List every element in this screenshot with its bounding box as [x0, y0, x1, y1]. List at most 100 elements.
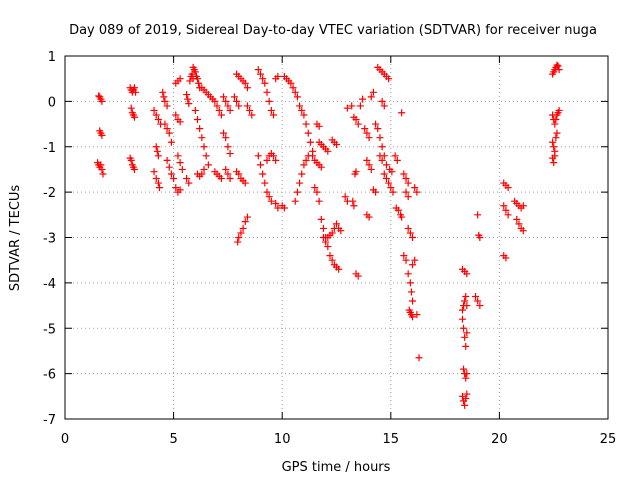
data-point	[458, 315, 466, 323]
data-point	[398, 109, 406, 117]
data-point	[202, 152, 210, 160]
data-point	[237, 229, 245, 237]
data-point	[256, 70, 264, 78]
data-point	[261, 179, 269, 187]
data-point	[382, 175, 390, 183]
data-point	[215, 106, 223, 114]
data-point	[306, 138, 314, 146]
y-tick-label: 1	[48, 50, 56, 65]
data-point	[291, 197, 299, 205]
data-point	[400, 170, 408, 178]
data-point	[551, 152, 559, 160]
data-point	[393, 156, 401, 164]
data-point	[230, 93, 238, 101]
data-point	[380, 170, 388, 178]
data-point	[226, 175, 234, 183]
data-point	[256, 161, 264, 169]
data-point	[460, 324, 468, 332]
data-point	[513, 215, 521, 223]
data-point	[183, 175, 191, 183]
data-point	[267, 106, 275, 114]
data-point	[193, 116, 201, 124]
data-point	[550, 143, 558, 151]
data-point	[193, 75, 201, 83]
data-point	[389, 188, 397, 196]
x-tick-label: 15	[383, 432, 400, 447]
data-point	[270, 152, 278, 160]
axis-ticks	[64, 55, 609, 420]
data-point	[265, 193, 273, 201]
data-point	[394, 206, 402, 214]
data-point	[398, 213, 406, 221]
data-point	[259, 170, 267, 178]
data-point	[374, 125, 382, 133]
y-tick-label: -4	[43, 277, 56, 292]
data-point	[246, 106, 254, 114]
data-point	[217, 175, 225, 183]
data-point	[553, 61, 561, 69]
data-point	[406, 229, 414, 237]
data-point	[224, 170, 232, 178]
data-point	[319, 224, 327, 232]
data-point	[552, 134, 560, 142]
data-points	[94, 61, 563, 409]
data-point	[504, 211, 512, 219]
data-point	[409, 313, 417, 321]
data-point	[131, 165, 139, 173]
data-point	[211, 97, 219, 105]
data-point	[167, 138, 175, 146]
data-point	[363, 129, 371, 137]
data-point	[402, 188, 410, 196]
data-point	[170, 175, 178, 183]
data-point	[463, 270, 471, 278]
data-point	[378, 156, 386, 164]
data-point	[549, 138, 557, 146]
data-point	[176, 159, 184, 167]
data-point	[154, 152, 162, 160]
data-point	[184, 95, 192, 103]
data-point	[163, 102, 171, 110]
data-point	[378, 143, 386, 151]
data-point	[315, 122, 323, 130]
data-point	[152, 111, 160, 119]
data-point	[98, 165, 106, 173]
data-point	[161, 120, 169, 128]
data-point	[387, 184, 395, 192]
y-tick-label: -7	[43, 413, 56, 428]
data-point	[348, 102, 356, 110]
data-point	[372, 120, 380, 128]
data-point	[261, 79, 269, 87]
data-point	[359, 95, 367, 103]
x-axis-label: GPS time / hours	[282, 460, 391, 475]
data-point	[413, 188, 421, 196]
data-point	[500, 202, 508, 210]
chart-title: Day 089 of 2019, Sidereal Day-to-day VTE…	[69, 23, 597, 38]
data-point	[163, 125, 171, 133]
data-point	[376, 152, 384, 160]
data-point	[263, 188, 271, 196]
data-point	[220, 93, 228, 101]
data-point	[328, 256, 336, 264]
data-point	[267, 197, 275, 205]
data-point	[385, 179, 393, 187]
data-point	[127, 156, 135, 164]
data-point	[385, 75, 393, 83]
data-point	[458, 306, 466, 314]
data-point	[328, 229, 336, 237]
y-axis-label: SDTVAR / TECUs	[8, 185, 23, 292]
data-point	[150, 106, 158, 114]
data-point	[241, 179, 249, 187]
data-point	[99, 170, 107, 178]
data-point	[462, 374, 470, 382]
data-point	[350, 202, 358, 210]
data-point	[298, 106, 306, 114]
y-tick-label: -2	[43, 186, 56, 201]
data-point	[153, 147, 161, 155]
data-point	[349, 197, 357, 205]
data-point	[274, 204, 282, 212]
data-point	[333, 220, 340, 228]
data-point	[463, 370, 471, 378]
data-point	[404, 179, 412, 187]
data-point	[461, 297, 469, 305]
